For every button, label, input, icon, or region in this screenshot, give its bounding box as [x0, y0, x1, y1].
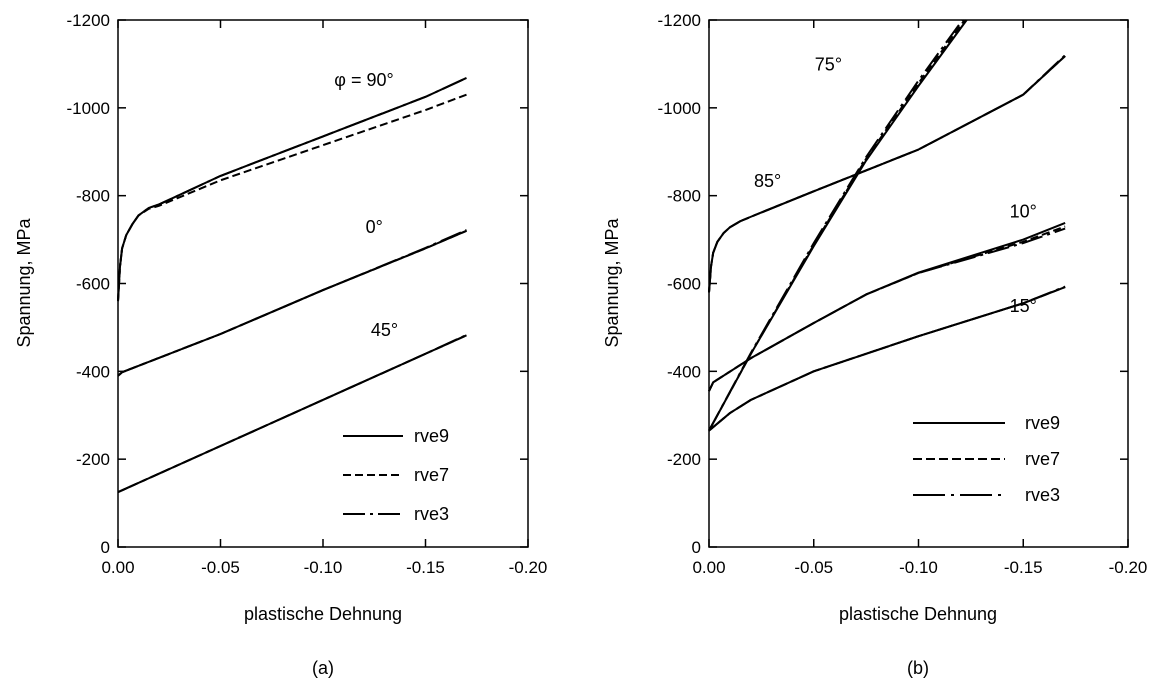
y-axis-label: Spannung, MPa: [14, 217, 34, 347]
series-line-85deg-dashdot: [708, 54, 1066, 293]
x-tick-label: 0.00: [101, 558, 134, 577]
y-tick-label: -600: [76, 275, 110, 294]
x-tick-label: -0.10: [899, 558, 938, 577]
annotation-0deg: 0°: [366, 217, 383, 237]
chart-panel-a: 0 -200 -400 -600 -800 -1000 -1200 0.00 -0.05 -0.…: [14, 11, 547, 678]
plot-frame: [708, 19, 1129, 548]
y-tick-label: -400: [667, 362, 701, 381]
curve-annotations: 75° 85° 10° 15°: [754, 55, 1037, 317]
x-axis-ticks: 0.00 -0.05 -0.10 -0.15 -0.20: [101, 20, 547, 577]
x-tick-label: 0.00: [692, 558, 725, 577]
x-tick-label: -0.10: [304, 558, 343, 577]
series-line-10deg-dashdot: [708, 227, 1066, 392]
plot-frame: [117, 19, 529, 548]
legend-label-rve7: rve7: [1025, 449, 1060, 469]
annotation-85deg: 85°: [754, 171, 781, 191]
y-tick-label: -1000: [67, 99, 110, 118]
series-line-15deg-dashdot: [708, 285, 1066, 432]
series-line-90deg-solid: [117, 77, 467, 302]
annotation-phi-90deg: φ = 90°: [334, 70, 393, 90]
x-tick-label: -0.05: [201, 558, 240, 577]
y-tick-label: -600: [667, 275, 701, 294]
series-line-75deg-dashdot: [708, 19, 964, 432]
x-tick-label: -0.15: [406, 558, 445, 577]
legend-label-rve3: rve3: [414, 504, 449, 524]
x-axis-label: plastische Dehnung: [244, 604, 402, 624]
series-line-90deg-dashed: [117, 93, 467, 302]
series-line-90deg-dashdot: [117, 77, 467, 302]
y-tick-label: -1200: [658, 11, 701, 30]
legend-label-rve9: rve9: [414, 426, 449, 446]
y-tick-label: -800: [667, 187, 701, 206]
annotation-45deg: 45°: [371, 320, 398, 340]
y-tick-label: -400: [76, 362, 110, 381]
y-axis-ticks: 0 -200 -400 -600 -800 -1000 -1200: [67, 11, 528, 557]
y-tick-label: 0: [692, 538, 701, 557]
y-tick-label: 0: [101, 538, 110, 557]
y-tick-label: -1000: [658, 99, 701, 118]
legend-label-rve7: rve7: [414, 465, 449, 485]
series-line-75deg-dashed: [708, 19, 966, 432]
legend-label-rve3: rve3: [1025, 485, 1060, 505]
x-axis-label: plastische Dehnung: [839, 604, 997, 624]
series-line-45deg-dashdot: [117, 333, 467, 494]
annotation-15deg: 15°: [1010, 296, 1037, 316]
series-line-0deg-dashdot: [117, 229, 467, 377]
y-tick-label: -1200: [67, 11, 110, 30]
series-group: [708, 19, 1066, 432]
annotation-75deg: 75°: [815, 55, 842, 75]
y-tick-label: -200: [667, 450, 701, 469]
y-tick-label: -800: [76, 187, 110, 206]
x-tick-label: -0.15: [1004, 558, 1043, 577]
panel-caption-b: (b): [907, 658, 929, 678]
legend-label-rve9: rve9: [1025, 413, 1060, 433]
y-tick-label: -200: [76, 450, 110, 469]
x-tick-label: -0.05: [794, 558, 833, 577]
series-line-75deg-solid: [708, 19, 968, 432]
annotation-10deg: 10°: [1010, 202, 1037, 222]
x-tick-label: -0.20: [1109, 558, 1148, 577]
y-axis-ticks: 0 -200 -400 -600 -800 -1000 -1200: [658, 11, 1128, 557]
y-axis-label: Spannung, MPa: [602, 217, 622, 347]
legend: rve9 rve7 rve3: [913, 413, 1060, 505]
x-tick-label: -0.20: [509, 558, 548, 577]
x-axis-ticks: 0.00 -0.05 -0.10 -0.15 -0.20: [692, 20, 1147, 577]
panel-caption-a: (a): [312, 658, 334, 678]
legend: rve9 rve7 rve3: [343, 426, 449, 524]
series-group: [117, 77, 467, 494]
chart-panel-b: 0 -200 -400 -600 -800 -1000 -1200 0.00 -0.05 -0.…: [602, 11, 1147, 678]
curve-annotations: φ = 90° 0° 45°: [334, 70, 398, 340]
